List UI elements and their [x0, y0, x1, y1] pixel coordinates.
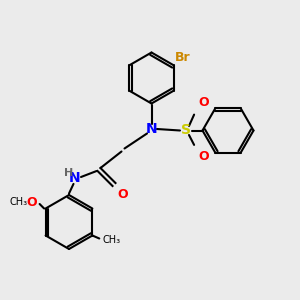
Text: H: H — [64, 168, 73, 178]
Text: N: N — [146, 122, 157, 136]
Text: O: O — [198, 97, 208, 110]
Text: O: O — [117, 188, 128, 200]
Text: O: O — [27, 196, 38, 209]
Text: CH₃: CH₃ — [10, 197, 28, 207]
Text: O: O — [198, 150, 208, 163]
Text: Br: Br — [175, 51, 191, 64]
Text: N: N — [69, 172, 81, 185]
Text: CH₃: CH₃ — [103, 235, 121, 245]
Text: S: S — [181, 124, 191, 137]
